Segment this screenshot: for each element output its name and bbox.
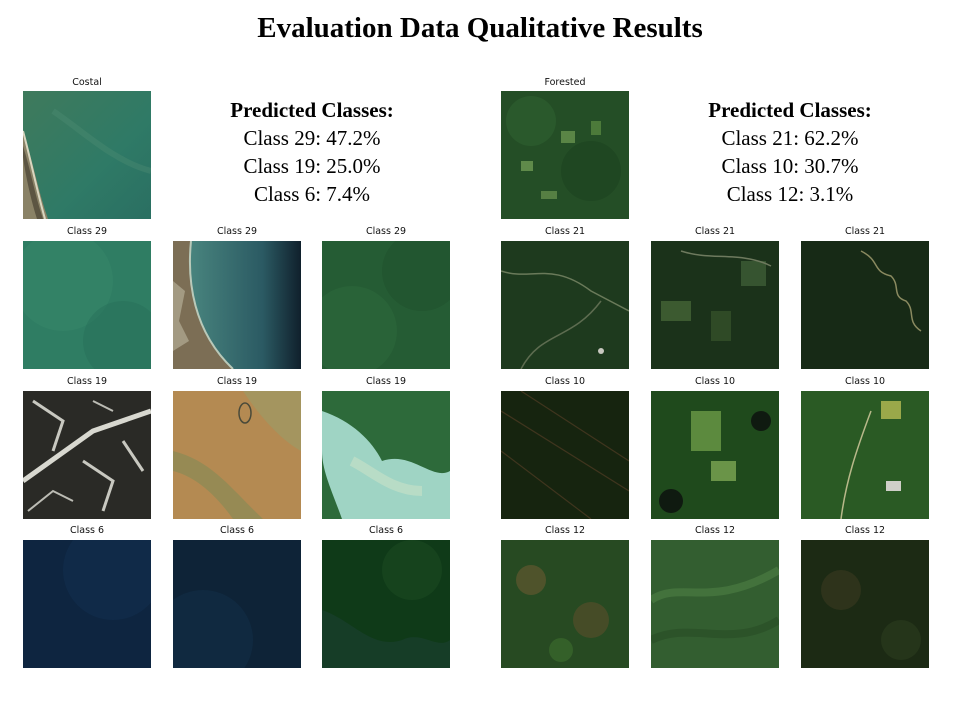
tile-label: Class 19: [66, 376, 108, 387]
retrieved-image-dark-green-lake: [322, 540, 450, 668]
predicted-line: Class 12: 3.1%: [726, 182, 854, 206]
retrieved-image-rocky-snow: [23, 391, 151, 519]
query-label: Costal: [72, 77, 102, 88]
retrieved-image-dark-mixed-forest: [801, 540, 929, 668]
tile-label: Class 29: [365, 226, 407, 237]
forest-query-image: [501, 91, 629, 219]
retrieved-image-green-sea: [322, 241, 450, 369]
predicted-line: Class 19: 25.0%: [243, 154, 381, 178]
predicted-line: Class 10: 30.7%: [721, 154, 859, 178]
retrieved-image-mixed-forest: [501, 540, 629, 668]
predicted-line: Class 6: 7.4%: [253, 182, 371, 206]
tile-label: Class 6: [69, 525, 105, 536]
retrieved-image-brown-water: [173, 391, 301, 519]
tile-label: Class 12: [544, 525, 586, 536]
predicted-classes: Predicted Classes: Class 29: 47.2% Class…: [192, 96, 432, 208]
tile-label: Class 10: [844, 376, 886, 387]
query-label: Forested: [544, 77, 586, 88]
tile-label: Class 29: [66, 226, 108, 237]
tile-label: Class 19: [365, 376, 407, 387]
coastal-query-image: [23, 91, 151, 219]
retrieved-image-turquoise-lake: [322, 391, 450, 519]
retrieved-image-teal-sea: [23, 241, 151, 369]
tile-label: Class 21: [544, 226, 586, 237]
predicted-heading: Predicted Classes:: [230, 98, 394, 122]
retrieved-image-forest-fields: [651, 241, 779, 369]
tile-label: Class 6: [219, 525, 255, 536]
tile-label: Class 10: [544, 376, 586, 387]
retrieved-image-forest-hills: [651, 540, 779, 668]
retrieved-image-dark-navy-sea: [173, 540, 301, 668]
predicted-heading: Predicted Classes:: [708, 98, 872, 122]
retrieved-image-coast-wave: [173, 241, 301, 369]
predicted-line: Class 21: 62.2%: [721, 126, 859, 150]
predicted-line: Class 29: 47.2%: [243, 126, 381, 150]
figure-title: Evaluation Data Qualitative Results: [257, 12, 703, 44]
tile-label: Class 12: [844, 525, 886, 536]
predicted-classes: Predicted Classes: Class 21: 62.2% Class…: [670, 96, 910, 208]
retrieved-image-dark-forest: [501, 391, 629, 519]
retrieved-image-forest-roads: [501, 241, 629, 369]
tile-label: Class 10: [694, 376, 736, 387]
forested-panel: Forested Predicted Classes: Class 21: 62…: [479, 0, 959, 720]
retrieved-image-forest-clearings: [651, 391, 779, 519]
tile-label: Class 29: [216, 226, 258, 237]
retrieved-image-forest-river: [801, 241, 929, 369]
tile-label: Class 21: [694, 226, 736, 237]
retrieved-image-dark-blue-sea: [23, 540, 151, 668]
tile-label: Class 19: [216, 376, 258, 387]
retrieved-image-forest-road: [801, 391, 929, 519]
tile-label: Class 12: [694, 525, 736, 536]
tile-label: Class 21: [844, 226, 886, 237]
coastal-panel: Costal Predicted Classes: Class 29: 47.2…: [23, 77, 450, 668]
tile-label: Class 6: [368, 525, 404, 536]
